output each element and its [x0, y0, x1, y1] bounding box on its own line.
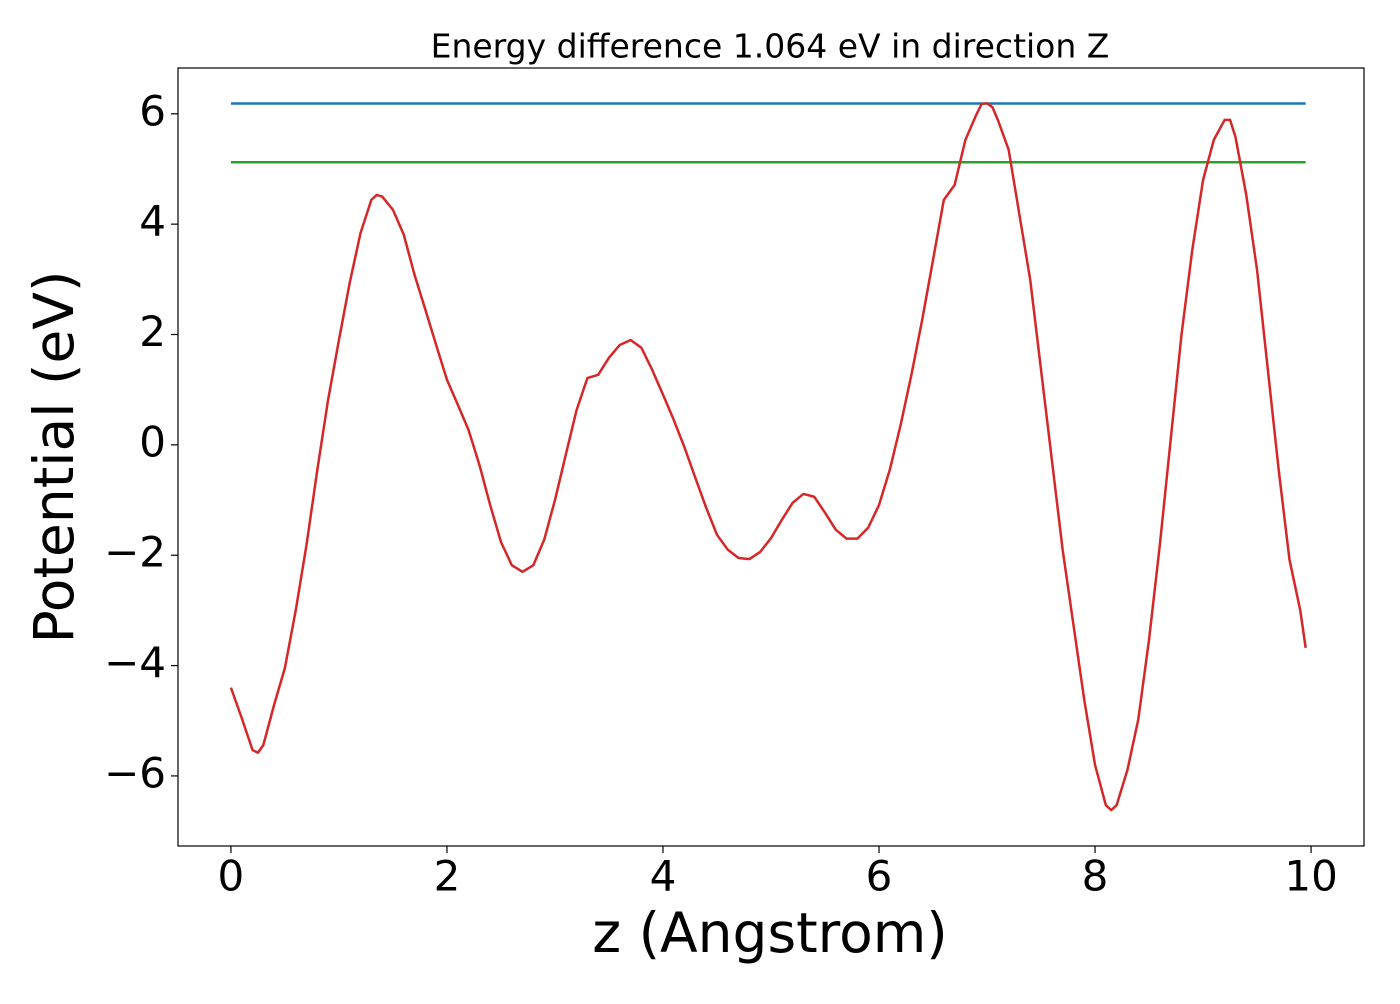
y-axis-label: Potential (eV) [22, 271, 86, 644]
x-tick-label: 0 [218, 852, 245, 901]
x-tick-label: 4 [650, 852, 677, 901]
y-tick-label: −4 [104, 638, 166, 687]
y-tick-label: 6 [139, 86, 166, 135]
x-tick-label: 2 [434, 852, 461, 901]
y-tick-label: −2 [104, 528, 166, 577]
data-line [229, 102, 1307, 812]
x-tick-label: 8 [1082, 852, 1109, 901]
x-tick-label: 6 [866, 852, 893, 901]
y-tick-label: 0 [139, 417, 166, 466]
x-axis-label: z (Angstrom) [592, 901, 948, 965]
x-tick-label: 10 [1284, 852, 1337, 901]
y-tick-label: 2 [139, 307, 166, 356]
y-tick-label: 4 [139, 197, 166, 246]
y-tick-label: −6 [104, 748, 166, 797]
plot-frame [177, 67, 1365, 847]
chart-title: Energy difference 1.064 eV in direction … [431, 27, 1110, 66]
